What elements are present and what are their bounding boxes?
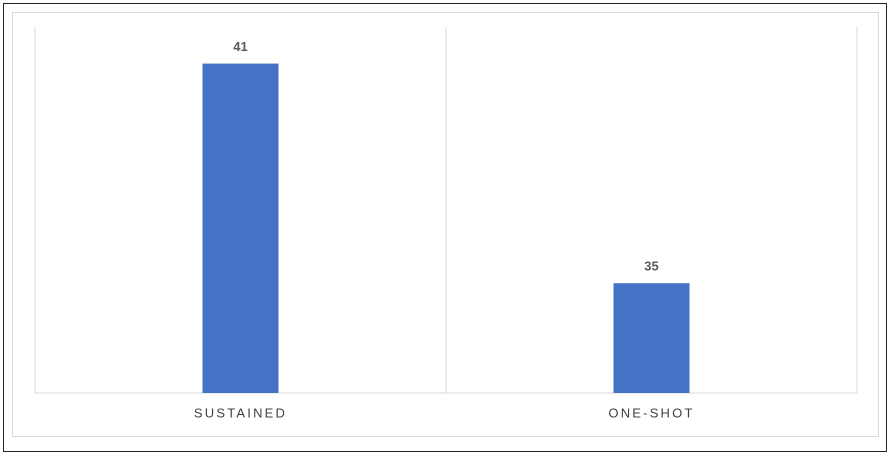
x-tick-label: ONE-SHOT — [608, 405, 694, 420]
bar — [202, 63, 279, 393]
outer-frame — [3, 3, 887, 452]
value-label: 41 — [233, 39, 247, 54]
bar — [613, 283, 690, 393]
value-label: 35 — [644, 259, 658, 274]
x-tick-label: SUSTAINED — [194, 405, 287, 420]
